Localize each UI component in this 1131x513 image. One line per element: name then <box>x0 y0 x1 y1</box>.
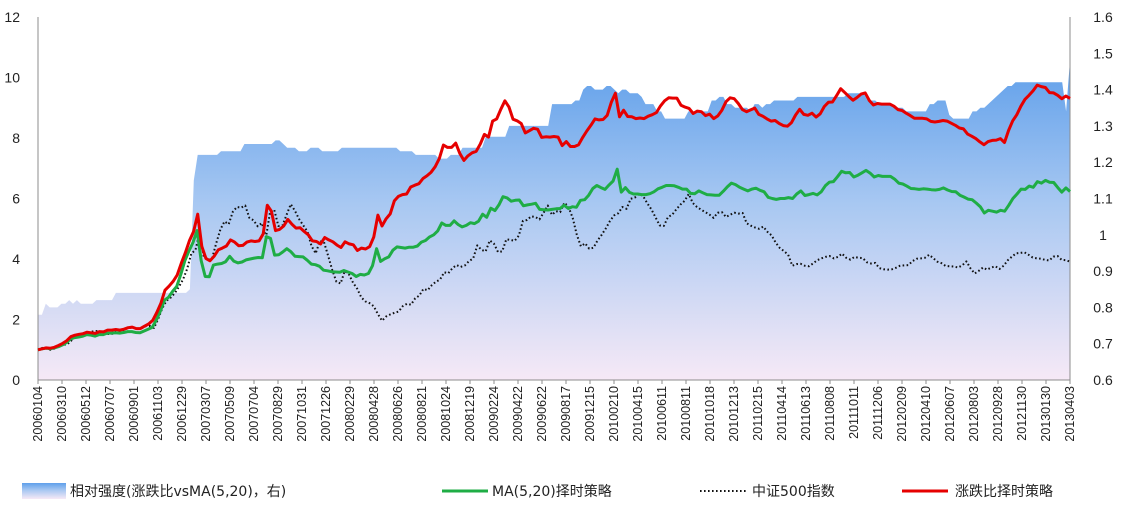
left-y-tick-label: 8 <box>12 130 20 146</box>
x-tick-label: 20100415 <box>631 386 645 442</box>
legend-label: 相对强度(涨跌比vsMA(5,20)，右) <box>70 484 286 500</box>
x-tick-label: 20120928 <box>991 386 1005 442</box>
left-y-tick-label: 12 <box>4 9 20 25</box>
x-tick-label: 20130403 <box>1063 386 1077 442</box>
right-y-tick-label: 0.8 <box>1093 299 1113 315</box>
right-y-tick-label: 1.2 <box>1093 154 1113 170</box>
x-tick-label: 20121130 <box>1015 386 1029 441</box>
x-tick-label: 20060104 <box>31 386 45 442</box>
x-tick-label: 20090817 <box>559 386 573 442</box>
x-tick-label: 20070704 <box>247 386 261 442</box>
x-tick-label: 20070509 <box>223 386 237 442</box>
x-tick-label: 20111011 <box>847 386 861 439</box>
x-tick-label: 20090622 <box>535 386 549 442</box>
left-y-tick-label: 2 <box>12 312 20 328</box>
x-tick-label: 20120607 <box>943 386 957 442</box>
right-y-tick-label: 1.3 <box>1093 118 1113 134</box>
x-tick-label: 20081024 <box>439 386 453 442</box>
x-tick-label: 20080229 <box>343 386 357 442</box>
x-tick-label: 20120209 <box>895 386 909 442</box>
x-tick-label: 20060707 <box>103 386 117 442</box>
x-tick-label: 20061103 <box>151 386 165 441</box>
series-line-advdec-strategy <box>37 83 1071 352</box>
lines-layer <box>37 83 1071 352</box>
x-tick-label: 20130130 <box>1039 386 1053 442</box>
right-y-tick-label: 0.9 <box>1093 263 1113 279</box>
x-tick-label: 20080821 <box>415 386 429 442</box>
x-tick-label: 20071226 <box>319 386 333 442</box>
area-layer <box>38 60 1070 380</box>
right-y-tick-label: 0.7 <box>1093 336 1113 352</box>
x-tick-label: 20110613 <box>799 386 813 441</box>
x-tick-label: 20081219 <box>463 386 477 442</box>
right-y-tick-label: 0.6 <box>1093 372 1113 388</box>
right-y-tick-label: 1.6 <box>1093 9 1113 25</box>
left-y-tick-label: 0 <box>12 372 20 388</box>
right-y-tick-label: 1.4 <box>1093 82 1113 98</box>
legend-label: 中证500指数 <box>752 484 835 500</box>
x-tick-label: 20101213 <box>727 386 741 442</box>
legend-label: MA(5,20)择时策略 <box>492 483 612 500</box>
left-y-tick-label: 10 <box>4 70 20 86</box>
x-tick-label: 20080428 <box>367 386 381 442</box>
x-tick-labels: 20060104 20060310 20060512 20060707 20060901… <box>31 380 1077 442</box>
legend-label: 涨跌比择时策略 <box>955 483 1053 500</box>
x-tick-label: 20100611 <box>655 386 669 441</box>
x-tick-label: 20111206 <box>871 386 885 440</box>
x-tick-label: 20100210 <box>607 386 621 442</box>
x-tick-label: 20071031 <box>295 386 309 442</box>
x-tick-label: 20090422 <box>511 386 525 442</box>
x-tick-label: 20110215 <box>751 386 765 441</box>
legend-swatch <box>22 483 66 499</box>
x-tick-label: 20110414 <box>775 386 789 441</box>
x-tick-label: 20061229 <box>175 386 189 442</box>
x-tick-label: 20091215 <box>583 386 597 442</box>
x-tick-label: 20060310 <box>55 386 69 442</box>
x-tick-label: 20060901 <box>127 386 141 442</box>
right-y-tick-label: 1.1 <box>1093 191 1113 207</box>
legend-item: 中证500指数 <box>700 484 835 500</box>
axes-layer: 0 2 4 6 8 10 12 0.6 0.7 0.8 0.9 1 1.1 1.2 1.3 1.4 1.5 1.6 <box>4 9 1113 388</box>
x-tick-label: 20101018 <box>703 386 717 442</box>
left-y-tick-label: 6 <box>12 191 20 207</box>
legend: 相对强度(涨跌比vsMA(5,20)，右) MA(5,20)择时策略 中证500指数… <box>22 483 1053 500</box>
legend-item: 涨跌比择时策略 <box>902 483 1053 500</box>
series-line-ma-strategy <box>37 167 1071 352</box>
x-tick-label: 20080626 <box>391 386 405 442</box>
right-y-tick-label: 1 <box>1099 227 1107 243</box>
x-tick-label: 20120803 <box>967 386 981 442</box>
left-y-tick-label: 4 <box>12 251 20 267</box>
x-tick-label: 20070829 <box>271 386 285 442</box>
legend-item: 相对强度(涨跌比vsMA(5,20)，右) <box>22 483 286 500</box>
right-y-tick-label: 1.5 <box>1093 45 1113 61</box>
x-tick-label: 20090224 <box>487 386 501 442</box>
legend-item: MA(5,20)择时策略 <box>442 483 612 500</box>
x-tick-label: 20070307 <box>199 386 213 442</box>
x-tick-label: 20100811 <box>679 386 693 441</box>
series-area-relative-strength <box>38 60 1070 380</box>
x-tick-label: 20120410 <box>919 386 933 442</box>
x-tick-label: 20060512 <box>79 386 93 442</box>
x-tick-label: 20110808 <box>823 386 837 441</box>
